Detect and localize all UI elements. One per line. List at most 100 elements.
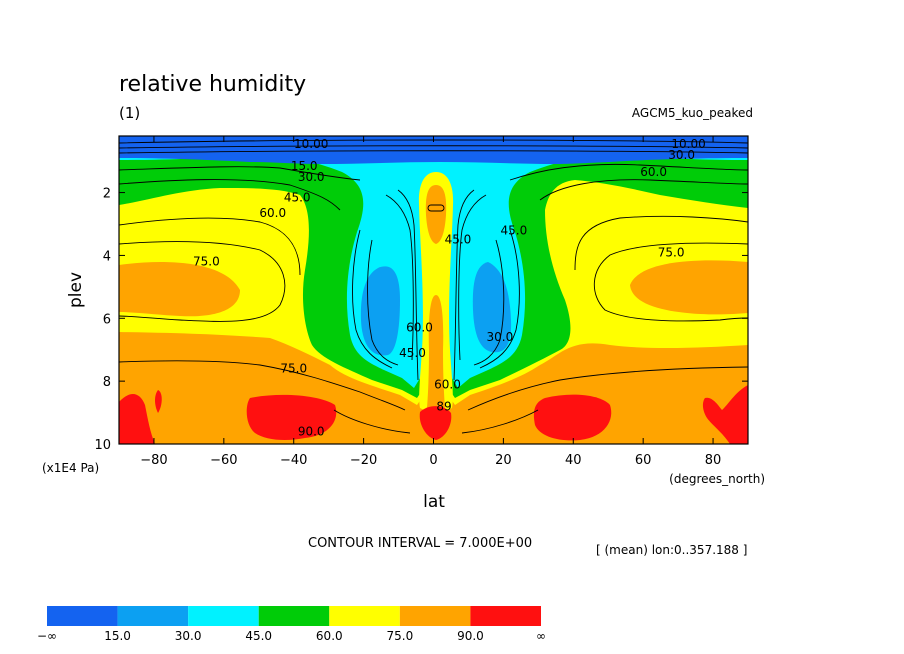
contour-line — [385, 194, 414, 361]
contour-line — [119, 166, 361, 181]
contour-labels: 10.00 10.0015.030.030.045.060.060.075.075… — [193, 137, 706, 439]
contour-line — [427, 204, 445, 212]
contour-line — [119, 217, 301, 276]
contour-line — [119, 150, 748, 154]
contour-line — [333, 409, 411, 434]
colorbar-swatch — [258, 606, 330, 626]
chart-title: relative humidity — [119, 72, 306, 97]
contour-line — [119, 241, 286, 322]
contour-label: 45.0 — [445, 233, 472, 247]
contour-line — [119, 179, 341, 211]
fill-equator-orange-mid — [427, 295, 445, 412]
x-tick-label: 60 — [635, 453, 652, 468]
colorbar-label: ∞ — [536, 629, 546, 643]
x-tick-label: 80 — [705, 453, 722, 468]
x-tick-label: −40 — [280, 453, 307, 468]
contour-line — [479, 229, 520, 369]
contour-line — [119, 139, 748, 144]
contour-label: 45.0 — [399, 346, 426, 360]
contour-label: 45.0 — [284, 190, 311, 204]
colorbar-label: 45.0 — [245, 629, 272, 643]
contour-line — [119, 145, 748, 149]
fill-above-90-patch-5 — [533, 394, 612, 441]
fill-above-90-patch-3 — [246, 394, 337, 441]
colorbar-swatch — [470, 606, 541, 626]
y-tick-label: 4 — [103, 249, 111, 264]
contour-label: 30.0 — [487, 330, 514, 344]
contour-label: 45.0 — [501, 223, 528, 237]
x-tick-label: 0 — [429, 453, 437, 468]
contour-label: 75.0 — [280, 362, 307, 376]
colorbar-swatch — [399, 606, 471, 626]
y-tick-label: 10 — [94, 438, 111, 453]
contour-line — [453, 189, 475, 381]
y-axis: 2 4 6 8 10 — [94, 187, 748, 453]
contour-line — [119, 360, 406, 411]
x-axis-label: lat — [423, 492, 445, 512]
contour-line — [367, 239, 399, 366]
colorbar-label: 75.0 — [386, 629, 413, 643]
chart-subtitle-right: AGCM5_kuo_peaked — [632, 106, 753, 120]
contour-line — [461, 409, 539, 434]
contour-label: 30.0 — [668, 148, 695, 162]
contour-label: 10.00 — [294, 137, 328, 151]
colorbar-label: 60.0 — [316, 629, 343, 643]
contour-line — [458, 194, 487, 361]
x-tick-label: −60 — [210, 453, 237, 468]
contour-label: 15.0 — [291, 159, 318, 173]
x-tick-label: −80 — [140, 453, 167, 468]
colorbar-label: 15.0 — [104, 629, 131, 643]
fill-equator-column — [418, 172, 454, 412]
y-axis-label: plev — [66, 272, 86, 308]
fill-below-15 — [119, 136, 748, 164]
x-axis: −80 −60 −40 −20 0 20 40 60 80 — [140, 136, 721, 468]
contour-lines — [119, 139, 748, 434]
contour-line — [539, 179, 748, 201]
contour-line — [574, 215, 748, 271]
colorbar-label: 90.0 — [457, 629, 484, 643]
colorbar-label: 30.0 — [175, 629, 202, 643]
contour-label: 90.0 — [298, 424, 325, 438]
contour-label: 75.0 — [193, 255, 220, 269]
y-tick-label: 8 — [103, 375, 111, 390]
y-axis-units: (x1E4 Pa) — [42, 461, 99, 475]
contour-line — [473, 239, 505, 366]
colorbar-swatch — [329, 606, 400, 626]
fill-orange-lobe-right — [630, 260, 748, 315]
colorbar: −∞ 15.0 30.0 45.0 60.0 75.0 90.0 ∞ — [37, 606, 546, 643]
contour-line — [397, 189, 419, 381]
fill-above-90-patch-4 — [419, 406, 452, 440]
contour-interval-text: CONTOUR INTERVAL = 7.000E+00 — [308, 536, 532, 551]
x-tick-label: 20 — [495, 453, 512, 468]
fill-equator-orange-top — [425, 185, 447, 244]
contour-line — [467, 366, 748, 411]
contour-label: 10.00 — [671, 137, 705, 151]
contour-line — [509, 163, 748, 181]
contour-line — [593, 242, 748, 322]
contour-label: 60.0 — [640, 165, 667, 179]
fill-above-90-patch-2 — [155, 390, 162, 413]
fill-above-90-patch-6 — [702, 385, 748, 444]
x-tick-label: −20 — [350, 453, 377, 468]
x-tick-label: 40 — [565, 453, 582, 468]
chart-subtitle-left: (1) — [119, 104, 140, 122]
contour-line — [352, 229, 393, 369]
contour-label: 60.0 — [259, 206, 286, 220]
contour-label: 60.0 — [434, 377, 461, 391]
colorbar-swatch — [47, 606, 118, 626]
y-tick-label: 6 — [103, 312, 111, 327]
plot-area — [119, 136, 748, 444]
contour-label: 89 — [436, 399, 451, 413]
contour-label: 60.0 — [406, 321, 433, 335]
colorbar-swatch — [188, 606, 259, 626]
fill-above-90-patch-1 — [119, 394, 155, 444]
colorbar-swatch — [117, 606, 189, 626]
contour-label: 30.0 — [298, 170, 325, 184]
contour-label: 75.0 — [658, 245, 685, 259]
y-tick-label: 2 — [103, 187, 111, 202]
colorbar-label: −∞ — [37, 629, 57, 643]
fill-orange-lobe-left — [119, 261, 240, 317]
x-axis-units: (degrees_north) — [669, 472, 765, 486]
mean-text: [ (mean) lon:0..357.188 ] — [596, 543, 747, 557]
